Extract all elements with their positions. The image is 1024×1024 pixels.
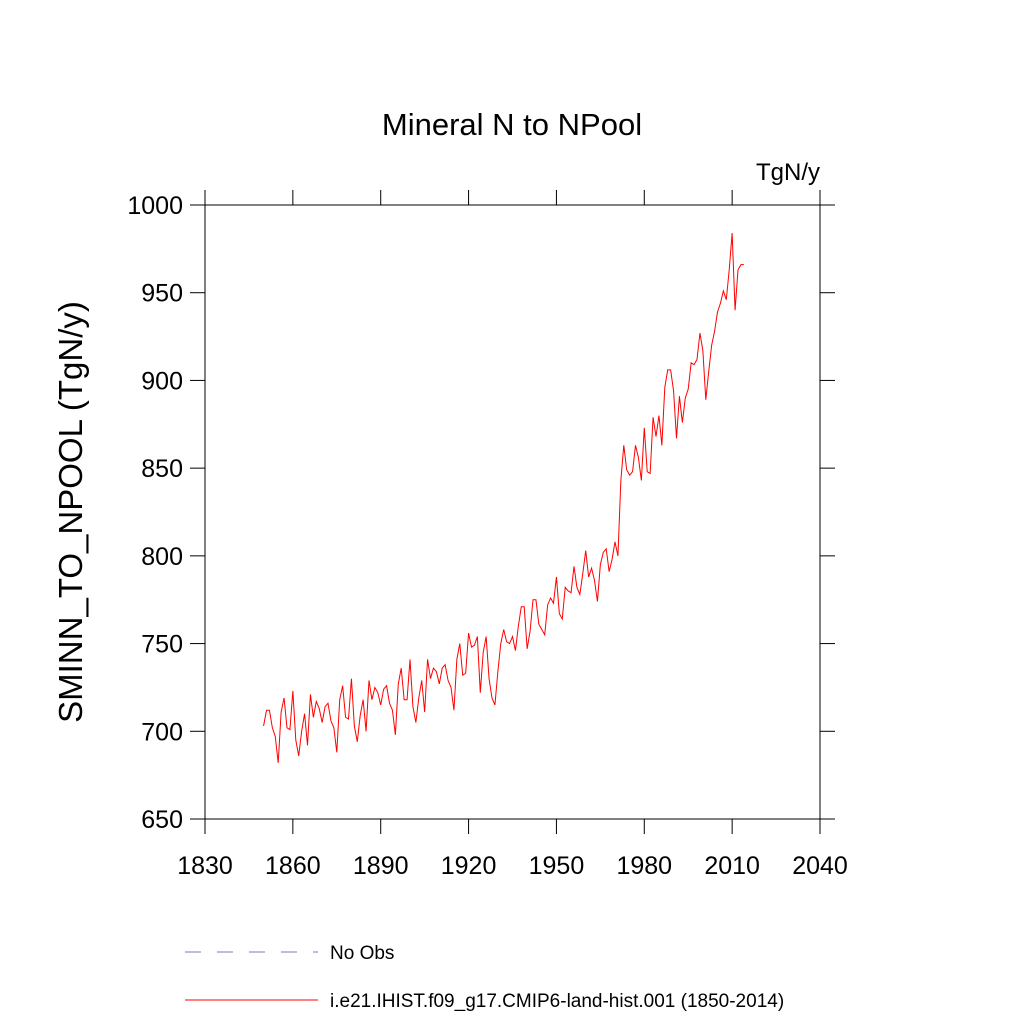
x-tick-label: 2040 bbox=[792, 852, 848, 880]
y-tick-label: 1000 bbox=[127, 192, 183, 220]
y-tick-label: 750 bbox=[141, 631, 183, 659]
legend-label: i.e21.IHIST.f09_g17.CMIP6-land-hist.001 … bbox=[330, 991, 784, 1012]
y-tick-label: 850 bbox=[141, 455, 183, 483]
legend-label: No Obs bbox=[330, 943, 394, 964]
y-tick-label: 950 bbox=[141, 280, 183, 308]
x-tick-label: 1890 bbox=[353, 852, 409, 880]
y-tick-label: 800 bbox=[141, 543, 183, 571]
y-tick-label: 650 bbox=[141, 806, 183, 834]
x-tick-label: 1830 bbox=[177, 852, 233, 880]
x-tick-label: 1920 bbox=[441, 852, 497, 880]
data-line bbox=[263, 233, 744, 763]
y-axis-label: SMINN_TO_NPOOL (TgN/y) bbox=[52, 301, 89, 723]
chart-title: Mineral N to NPool bbox=[382, 107, 642, 142]
x-tick-label: 1950 bbox=[529, 852, 585, 880]
x-tick-label: 1860 bbox=[265, 852, 321, 880]
x-tick-label: 2010 bbox=[704, 852, 760, 880]
y-tick-label: 900 bbox=[141, 367, 183, 395]
x-tick-label: 1980 bbox=[616, 852, 672, 880]
y-tick-label: 700 bbox=[141, 718, 183, 746]
units-label: TgN/y bbox=[756, 159, 820, 186]
plot-frame bbox=[204, 204, 821, 820]
